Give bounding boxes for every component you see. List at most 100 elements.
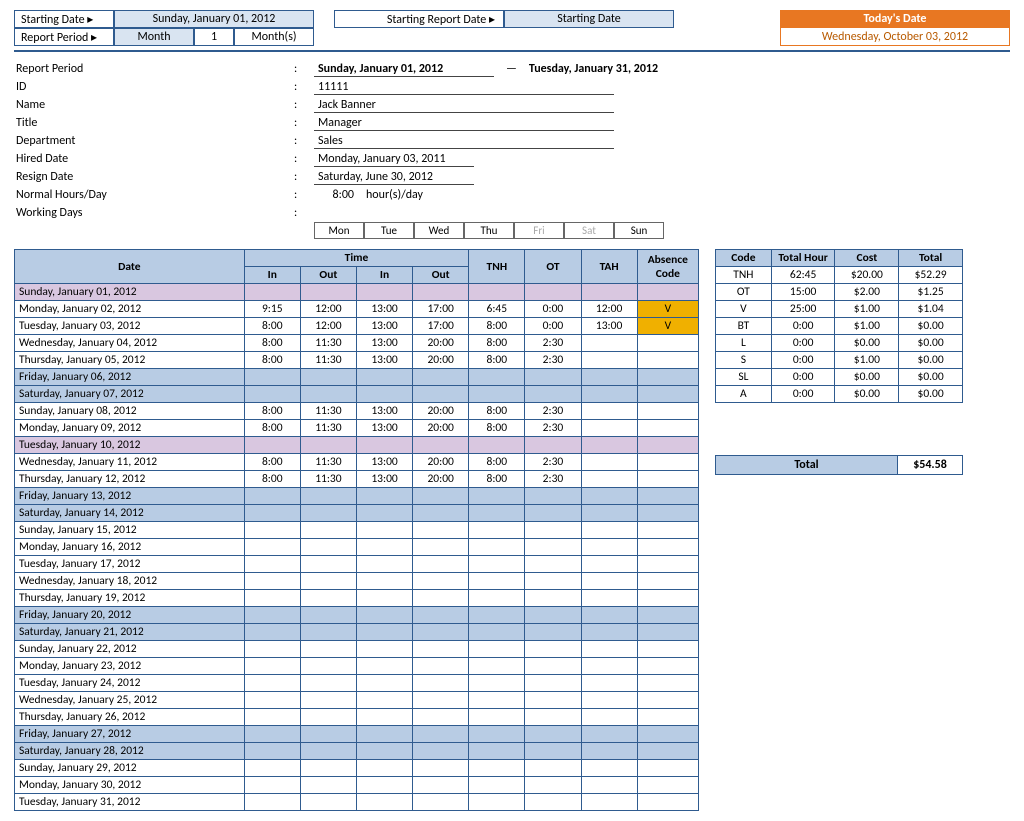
day-sun: Sun	[614, 222, 664, 239]
day-fri: Fri	[514, 222, 564, 239]
day-wed: Wed	[414, 222, 464, 239]
summary-row: OT15:00$2.00$1.25	[716, 284, 963, 301]
table-row: Friday, January 13, 2012	[15, 488, 699, 505]
summary-row: V25:00$1.00$1.04	[716, 301, 963, 318]
grand-total-label: Total	[716, 456, 898, 474]
report-period-label: Report Period ▸	[14, 28, 114, 46]
starting-date-value[interactable]: Sunday, January 01, 2012	[114, 10, 314, 28]
table-row: Thursday, January 05, 20128:0011:3013:00…	[15, 352, 699, 369]
sum-col-cost: Cost	[835, 250, 899, 267]
table-row: Monday, January 02, 20129:1512:0013:0017…	[15, 301, 699, 318]
table-row: Thursday, January 26, 2012	[15, 709, 699, 726]
table-row: Monday, January 16, 2012	[15, 539, 699, 556]
day-tue: Tue	[364, 222, 414, 239]
table-row: Wednesday, January 18, 2012	[15, 573, 699, 590]
report-period-sep: —	[506, 62, 517, 76]
table-row: Tuesday, January 31, 2012	[15, 794, 699, 811]
info-name-label: Name	[14, 98, 294, 112]
info-hours-suffix: hour(s)/day	[366, 188, 423, 202]
day-mon: Mon	[314, 222, 364, 239]
info-dept-value: Sales	[314, 134, 614, 149]
info-hours-label: Normal Hours/Day	[14, 188, 294, 202]
col-in1: In	[244, 267, 300, 284]
table-row: Monday, January 09, 20128:0011:3013:0020…	[15, 420, 699, 437]
day-sat: Sat	[564, 222, 614, 239]
table-row: Saturday, January 28, 2012	[15, 743, 699, 760]
table-row: Tuesday, January 17, 2012	[15, 556, 699, 573]
table-row: Sunday, January 01, 2012	[15, 284, 699, 301]
table-row: Wednesday, January 25, 2012	[15, 692, 699, 709]
working-days-grid: MonTueWedThuFriSatSun	[314, 222, 1010, 239]
table-row: Sunday, January 08, 20128:0011:3013:0020…	[15, 403, 699, 420]
today-label: Today's Date	[780, 10, 1010, 28]
info-hired-value: Monday, January 03, 2011	[314, 152, 474, 167]
report-period-from: Sunday, January 01, 2012	[314, 62, 494, 77]
info-title-label: Title	[14, 116, 294, 130]
table-row: Friday, January 20, 2012	[15, 607, 699, 624]
table-row: Saturday, January 14, 2012	[15, 505, 699, 522]
sum-col-hour: Total Hour	[771, 250, 835, 267]
starting-report-label: Starting Report Date ▸	[334, 10, 504, 28]
info-block: Report Period : Sunday, January 01, 2012…	[14, 60, 1010, 239]
table-row: Monday, January 23, 2012	[15, 658, 699, 675]
table-row: Wednesday, January 11, 20128:0011:3013:0…	[15, 454, 699, 471]
starting-report-value[interactable]: Starting Date	[504, 10, 674, 28]
grand-total-value: $54.58	[898, 456, 962, 474]
table-row: Friday, January 06, 2012	[15, 369, 699, 386]
period-suffix: Month(s)	[234, 28, 314, 46]
info-name-value: Jack Banner	[314, 98, 614, 113]
summary-row: TNH62:45$20.00$52.29	[716, 267, 963, 284]
col-tnh: TNH	[469, 250, 525, 284]
summary-row: S0:00$1.00$0.00	[716, 352, 963, 369]
col-out2: Out	[413, 267, 469, 284]
table-row: Tuesday, January 10, 2012	[15, 437, 699, 454]
grand-total: Total $54.58	[715, 455, 963, 475]
col-out1: Out	[300, 267, 356, 284]
info-id-label: ID	[14, 80, 294, 94]
starting-date-label: Starting Date ▸	[14, 10, 114, 28]
info-title-value: Manager	[314, 116, 614, 131]
report-period-to: Tuesday, January 31, 2012	[529, 62, 658, 76]
summary-table: Code Total Hour Cost Total TNH62:45$20.0…	[715, 249, 963, 403]
divider	[14, 50, 1010, 52]
col-date: Date	[15, 250, 245, 284]
col-time: Time	[244, 250, 469, 267]
table-row: Saturday, January 07, 2012	[15, 386, 699, 403]
summary-row: BT0:00$1.00$0.00	[716, 318, 963, 335]
today-value: Wednesday, October 03, 2012	[780, 28, 1010, 46]
table-row: Monday, January 30, 2012	[15, 777, 699, 794]
timesheet-table: Date Time TNH OT TAH Absence Code In Out…	[14, 249, 699, 811]
sum-col-code: Code	[716, 250, 772, 267]
summary-row: L0:00$0.00$0.00	[716, 335, 963, 352]
col-tah: TAH	[581, 250, 637, 284]
info-hired-label: Hired Date	[14, 152, 294, 166]
table-row: Thursday, January 19, 2012	[15, 590, 699, 607]
summary-column: Code Total Hour Cost Total TNH62:45$20.0…	[715, 249, 963, 475]
table-row: Thursday, January 12, 20128:0011:3013:00…	[15, 471, 699, 488]
col-ot: OT	[525, 250, 581, 284]
info-resign-value: Saturday, June 30, 2012	[314, 170, 474, 185]
period-qty[interactable]: 1	[194, 28, 234, 46]
summary-row: SL0:00$0.00$0.00	[716, 369, 963, 386]
summary-row: A0:00$0.00$0.00	[716, 386, 963, 403]
info-report-period-label: Report Period	[14, 62, 294, 76]
table-row: Wednesday, January 04, 20128:0011:3013:0…	[15, 335, 699, 352]
table-row: Sunday, January 15, 2012	[15, 522, 699, 539]
table-row: Saturday, January 21, 2012	[15, 624, 699, 641]
table-row: Sunday, January 22, 2012	[15, 641, 699, 658]
period-unit[interactable]: Month	[114, 28, 194, 46]
top-controls: Starting Date ▸ Sunday, January 01, 2012…	[14, 10, 1010, 46]
table-row: Tuesday, January 03, 20128:0012:0013:001…	[15, 318, 699, 335]
info-id-value: 11111	[314, 80, 614, 95]
sum-col-total: Total	[899, 250, 963, 267]
table-row: Tuesday, January 24, 2012	[15, 675, 699, 692]
table-row: Sunday, January 29, 2012	[15, 760, 699, 777]
info-dept-label: Department	[14, 134, 294, 148]
col-in2: In	[356, 267, 412, 284]
info-hours-value: 8:00	[314, 188, 354, 202]
info-resign-label: Resign Date	[14, 170, 294, 184]
col-abs: Absence Code	[637, 250, 698, 284]
table-row: Friday, January 27, 2012	[15, 726, 699, 743]
day-thu: Thu	[464, 222, 514, 239]
info-days-label: Working Days	[14, 206, 294, 220]
